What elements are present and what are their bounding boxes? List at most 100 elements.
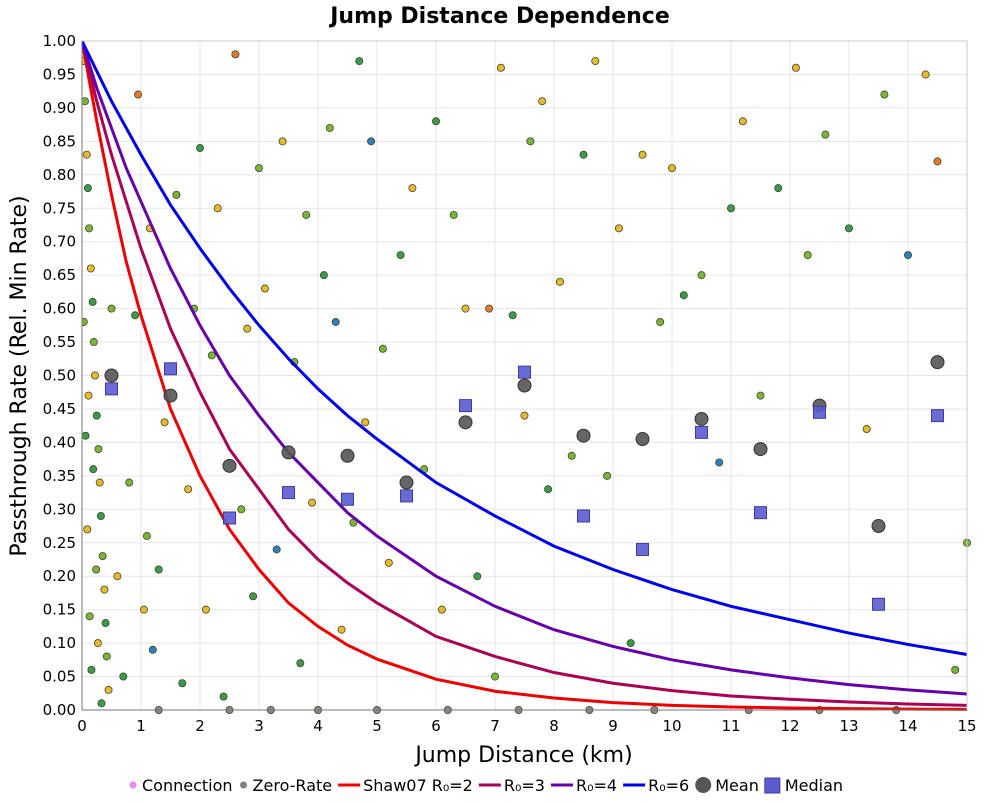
scatter-point — [738, 117, 747, 126]
plot-area — [81, 40, 972, 715]
scatter-point — [92, 411, 101, 420]
scatter-point — [87, 665, 96, 674]
scatter-point — [254, 164, 263, 173]
x-tick-label: 1 — [136, 717, 146, 735]
x-axis-ticks: 0 1 2 3 4 5 6 7 8 9 10 11 12 13 14 15 — [77, 717, 976, 735]
scatter-point — [93, 639, 102, 648]
scatter-point — [697, 271, 706, 280]
scatter-point — [272, 545, 281, 554]
scatter-point — [544, 485, 553, 494]
x-tick-label: 0 — [77, 717, 87, 735]
scatter-point — [219, 692, 228, 701]
scatter-point — [100, 585, 109, 594]
y-tick-label: 0.50 — [43, 367, 76, 385]
legend-label: R₀=3 — [504, 776, 545, 795]
median-marker — [518, 365, 531, 379]
scatter-point — [213, 204, 222, 213]
legend-item: Mean — [695, 776, 759, 795]
scatter-point — [862, 425, 871, 434]
scatter-point — [184, 485, 193, 494]
scatter-point — [154, 565, 163, 574]
legend-swatch — [129, 781, 137, 789]
mean-marker — [930, 355, 945, 370]
scatter-point — [449, 210, 458, 219]
mean-marker — [281, 445, 296, 460]
mean-marker — [340, 448, 355, 463]
scatter-point — [98, 552, 107, 561]
x-tick-label: 2 — [195, 717, 205, 735]
mean-marker — [694, 411, 709, 426]
scatter-point — [278, 137, 287, 146]
median-marker — [872, 597, 885, 611]
legend-label: Mean — [715, 776, 759, 795]
scatter-point — [951, 665, 960, 674]
legend-swatch — [764, 777, 781, 794]
scatter-point — [308, 498, 317, 507]
scatter-point — [384, 558, 393, 567]
scatter-point — [113, 572, 122, 581]
scatter-point — [526, 137, 535, 146]
median-marker — [813, 405, 826, 419]
y-tick-label: 0.45 — [43, 400, 76, 418]
scatter-point — [148, 645, 157, 654]
scatter-point — [201, 605, 210, 614]
scatter-point — [237, 505, 246, 514]
scatter-point — [921, 70, 930, 79]
y-tick-label: 0.95 — [43, 65, 76, 83]
scatter-point — [243, 324, 252, 333]
y-tick-label: 0.40 — [43, 433, 76, 451]
scatter-point — [89, 465, 98, 474]
x-tick-label: 14 — [898, 717, 917, 735]
scatter-point — [139, 605, 148, 614]
y-tick-label: 0.35 — [43, 467, 76, 485]
y-tick-label: 0.05 — [43, 668, 76, 686]
scatter-point — [85, 612, 94, 621]
y-tick-label: 0.30 — [43, 500, 76, 518]
y-tick-label: 0.90 — [43, 99, 76, 117]
scatter-point — [90, 371, 99, 380]
median-marker — [695, 425, 708, 439]
scatter-point — [355, 57, 364, 66]
scatter-point — [325, 123, 334, 132]
scatter-point — [119, 672, 128, 681]
y-tick-label: 0.75 — [43, 199, 76, 217]
scatter-point — [538, 97, 547, 106]
legend: Connection Zero-Rate Shaw07 R₀=2 R₀=3 R₀=4 R₀… — [129, 776, 843, 795]
legend-item: R₀=6 — [623, 776, 689, 795]
scatter-point — [104, 685, 113, 694]
y-tick-label: 0.85 — [43, 132, 76, 150]
scatter-point — [160, 418, 169, 427]
median-marker — [931, 409, 944, 423]
mean-marker — [871, 519, 886, 534]
scatter-point — [82, 150, 91, 159]
x-tick-label: 9 — [608, 717, 618, 735]
curve-line — [82, 40, 968, 711]
scatter-point — [361, 418, 370, 427]
mean-marker — [576, 428, 591, 443]
scatter-point — [134, 90, 143, 99]
legend-label: R₀=4 — [576, 776, 617, 795]
x-axis-label: Jump Distance (km) — [413, 743, 632, 768]
scatter-point — [107, 304, 116, 313]
x-tick-label: 7 — [490, 717, 500, 735]
scatter-point — [567, 451, 576, 460]
scatter-point — [249, 592, 258, 601]
scatter-point — [195, 144, 204, 153]
scatter-point — [260, 284, 269, 293]
scatter-point — [337, 625, 346, 634]
scatter-point — [904, 251, 913, 260]
legend-item: Connection — [129, 776, 233, 795]
scatter-point — [331, 317, 340, 326]
scatter-point — [579, 150, 588, 159]
scatter-point — [84, 391, 93, 400]
y-tick-label: 0.60 — [43, 300, 76, 318]
scatter-point — [92, 565, 101, 574]
median-markers — [105, 362, 944, 611]
scatter-point — [756, 391, 765, 400]
mean-marker — [222, 458, 237, 473]
x-tick-label: 8 — [549, 717, 559, 735]
legend-label: R₀=6 — [648, 776, 689, 795]
scatter-point — [473, 572, 482, 581]
scatter-point — [508, 311, 517, 320]
